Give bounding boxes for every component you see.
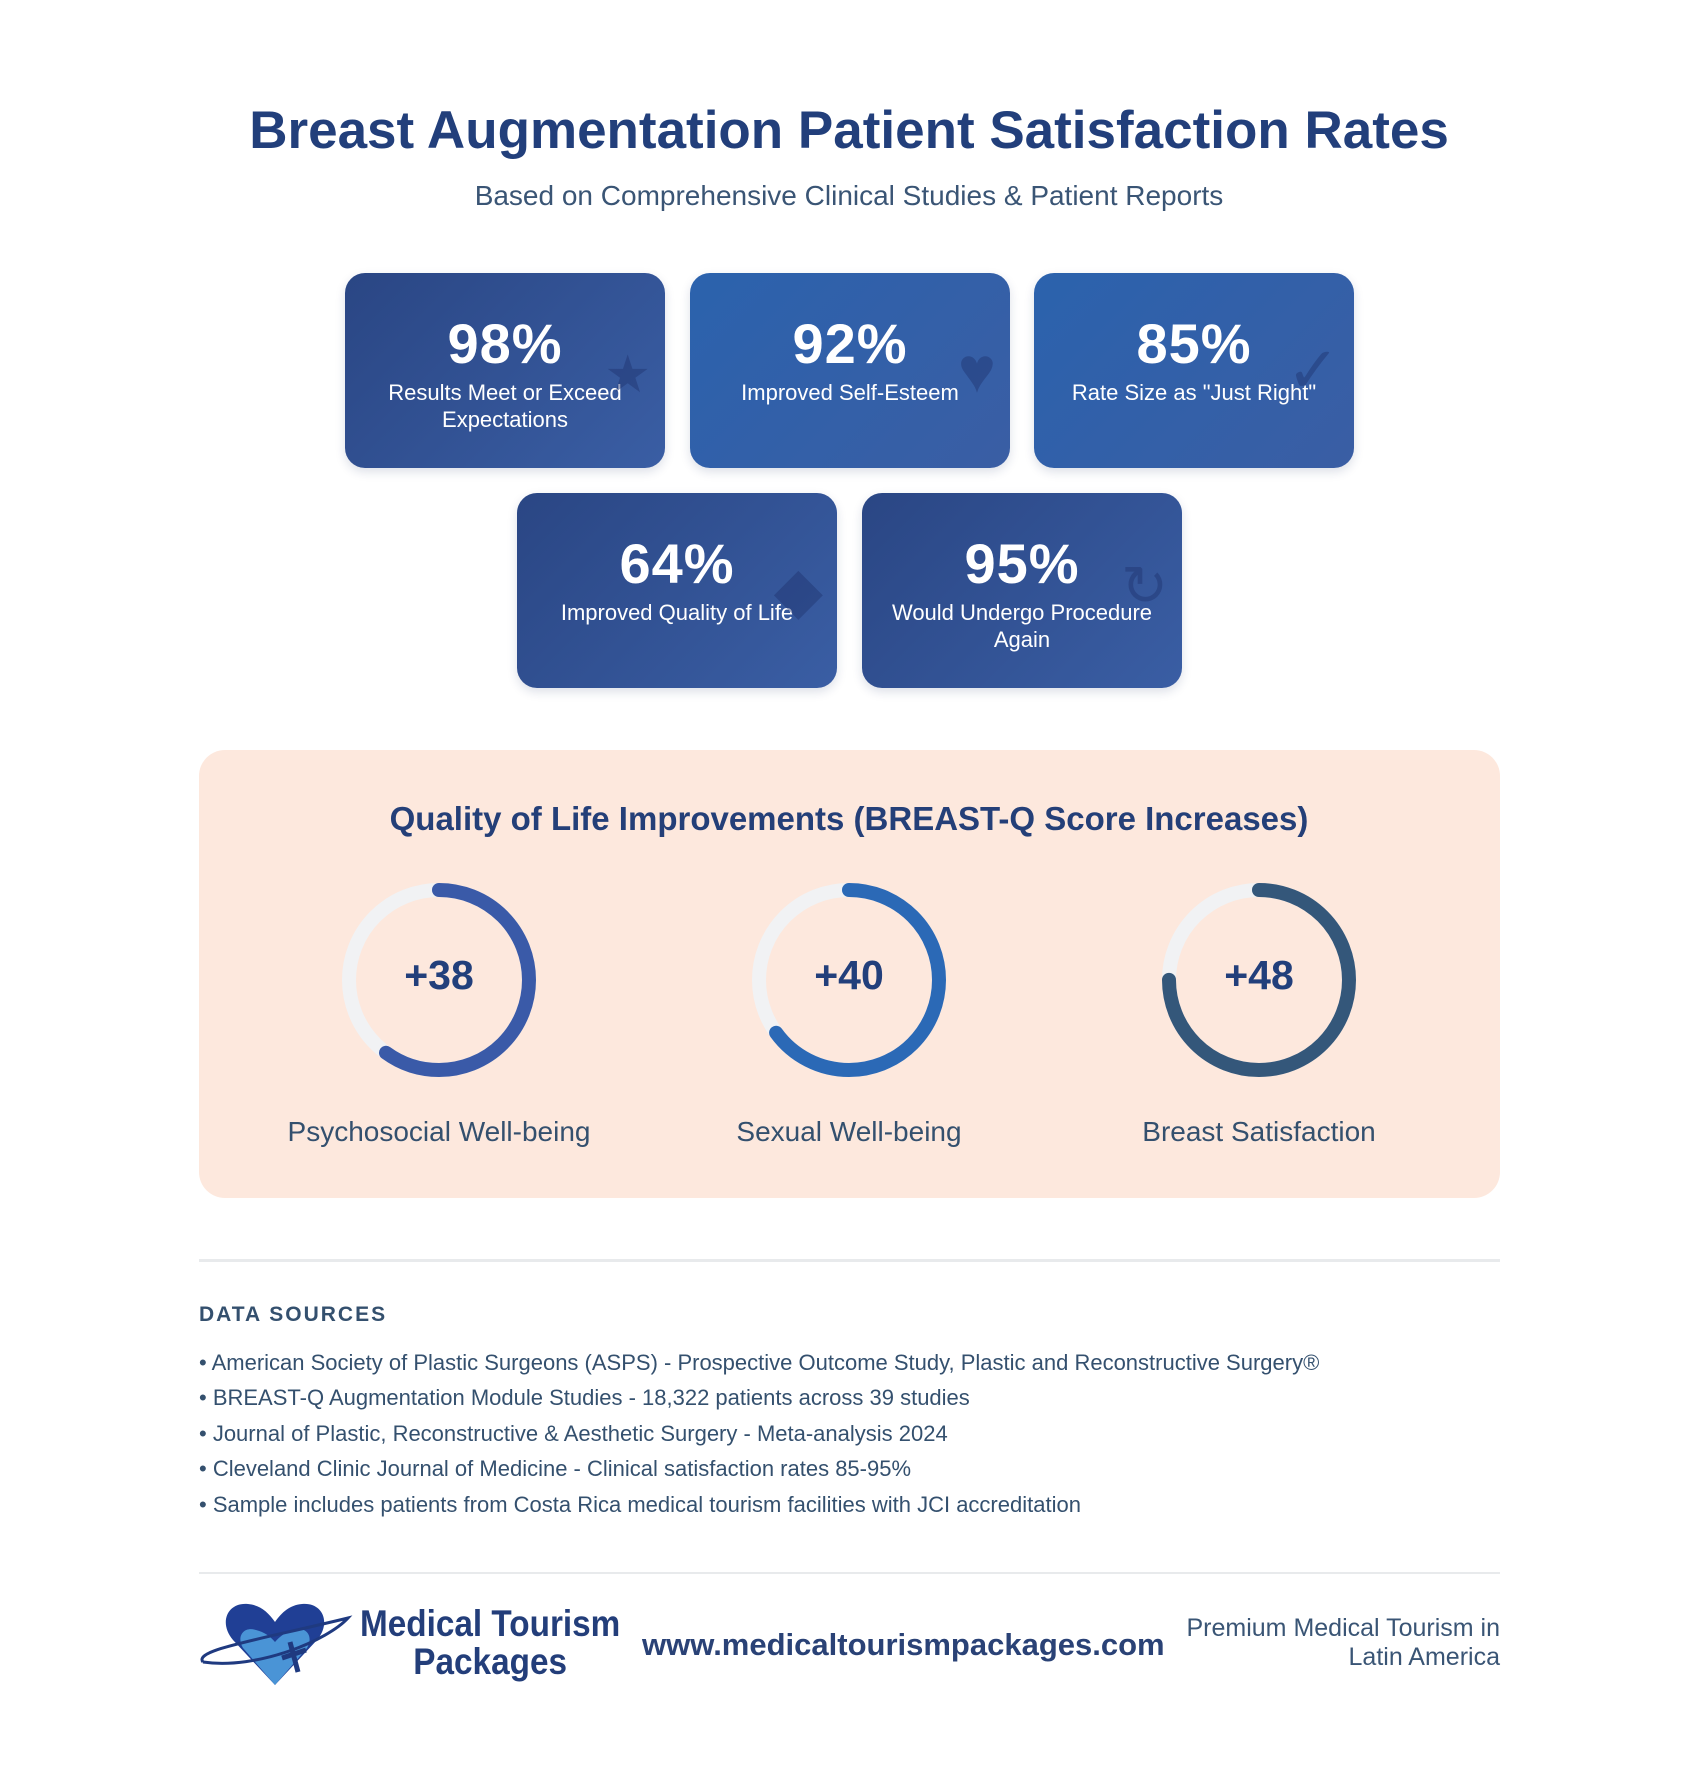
score-ring-sexual: +40: [749, 880, 949, 1080]
tagline-line: Latin America: [1348, 1643, 1500, 1671]
stat-value: 85%: [1136, 312, 1252, 375]
stat-label: Results Meet or Exceed Expectations: [388, 380, 622, 432]
stat-label: Would Undergo Procedure Again: [891, 600, 1153, 652]
stat-label: Improved Quality of Life: [560, 600, 794, 625]
quality-of-life-panel: [199, 750, 1500, 1198]
stat-value: 95%: [964, 532, 1080, 595]
star-icon: ★: [604, 346, 651, 404]
stat-label: Rate Size as "Just Right": [1071, 380, 1317, 405]
brand-line: Medical Tourism: [360, 1603, 621, 1644]
score-label: Psychosocial Well-being: [287, 1116, 591, 1147]
score-label: Sexual Well-being: [736, 1116, 962, 1147]
stat-card-size: 85% Rate Size as "Just Right" ✓: [1034, 273, 1354, 468]
source-item: • BREAST-Q Augmentation Module Studies -…: [199, 1385, 970, 1410]
stat-value: 98%: [447, 312, 563, 375]
score-label: Breast Satisfaction: [1142, 1116, 1376, 1147]
tagline-line: Premium Medical Tourism in: [1186, 1614, 1500, 1642]
ring-progress-arc: [342, 883, 536, 1077]
score-ring-psychosocial: +38: [339, 880, 539, 1080]
score-ring-breast: +48: [1159, 880, 1359, 1080]
divider: [199, 1259, 1500, 1262]
brand-line: Packages: [413, 1641, 567, 1682]
divider: [199, 1572, 1500, 1574]
score-value: +48: [1224, 952, 1294, 998]
heart-icon: ♥: [958, 334, 996, 406]
tagline: Premium Medical Tourism in Latin America: [1186, 1614, 1500, 1672]
brand-name: Medical Tourism Packages: [360, 1605, 620, 1681]
score-value: +38: [404, 952, 474, 998]
stat-card-expectations: 98% Results Meet or Exceed Expectations …: [345, 273, 665, 468]
page-subtitle: Based on Comprehensive Clinical Studies …: [474, 180, 1224, 211]
refresh-icon: ↻: [1121, 554, 1168, 617]
ring-progress-arc: [752, 883, 946, 1077]
data-sources-heading: DATA SOURCES: [199, 1303, 388, 1326]
source-item: • Journal of Plastic, Reconstructive & A…: [199, 1421, 948, 1446]
source-item: • Sample includes patients from Costa Ri…: [199, 1492, 1081, 1517]
source-item: • American Society of Plastic Surgeons (…: [199, 1350, 1320, 1375]
heart-plane-logo-icon: [200, 1603, 353, 1685]
source-item: • Cleveland Clinic Journal of Medicine -…: [199, 1456, 912, 1481]
checkmark-icon: ✓: [1286, 334, 1340, 406]
stat-card-quality-of-life: 64% Improved Quality of Life ◆: [517, 493, 837, 688]
stat-value: 64%: [619, 532, 735, 595]
stat-card-undergo-again: 95% Would Undergo Procedure Again ↻: [862, 493, 1182, 688]
ring-progress-arc: [1162, 883, 1356, 1077]
quality-of-life-title: Quality of Life Improvements (BREAST-Q S…: [389, 800, 1309, 837]
stat-value: 92%: [792, 312, 908, 375]
diamond-icon: ◆: [773, 554, 823, 626]
stat-card-self-esteem: 92% Improved Self-Esteem ♥: [690, 273, 1010, 468]
website-link[interactable]: www.medicaltourismpackages.com: [642, 1627, 1165, 1662]
stat-label: Improved Self-Esteem: [741, 380, 959, 405]
score-value: +40: [814, 952, 884, 998]
page-title: Breast Augmentation Patient Satisfaction…: [249, 101, 1449, 160]
